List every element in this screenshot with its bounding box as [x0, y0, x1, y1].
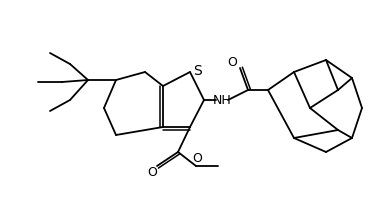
Text: S: S — [193, 64, 201, 78]
Text: NH: NH — [213, 94, 231, 107]
Text: O: O — [227, 56, 237, 69]
Text: O: O — [192, 153, 202, 166]
Text: O: O — [147, 166, 157, 179]
